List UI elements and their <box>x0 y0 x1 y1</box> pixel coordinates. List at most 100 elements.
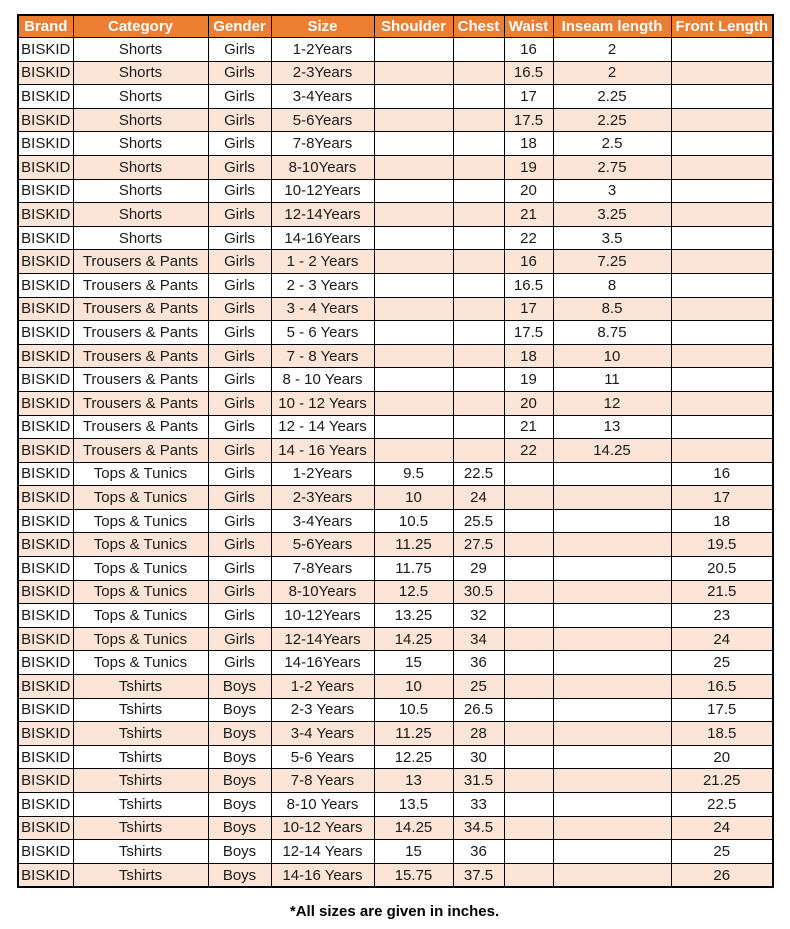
cell-brand: BISKID <box>17 768 74 793</box>
cell-front-length <box>670 343 774 369</box>
cell-gender: Girls <box>207 272 272 298</box>
cell-front-length: 23 <box>670 603 774 628</box>
cell-waist: 18 <box>503 131 554 156</box>
cell-shoulder: 13.5 <box>373 792 454 817</box>
cell-category: Trousers & Pants <box>72 249 209 274</box>
table-row: BISKID Tops & Tunics Girls 14-16Years 15 36 25 <box>17 650 774 676</box>
cell-category: Tops & Tunics <box>72 626 209 652</box>
table-row: BISKID Shorts Girls 5-6Years 17.5 2.25 <box>17 107 774 133</box>
cell-chest <box>452 438 505 463</box>
table-row: BISKID Shorts Girls 7-8Years 18 2.5 <box>17 131 774 156</box>
cell-chest <box>452 343 505 369</box>
cell-category: Shorts <box>72 37 209 62</box>
table-row: BISKID Trousers & Pants Girls 14 - 16 Years… <box>17 438 774 463</box>
cell-brand: BISKID <box>17 438 74 463</box>
cell-chest: 37.5 <box>452 862 505 888</box>
cell-size: 14-16Years <box>270 225 375 251</box>
cell-brand: BISKID <box>17 107 74 133</box>
column-header-size: Size <box>270 14 375 38</box>
cell-brand: BISKID <box>17 178 74 204</box>
cell-gender: Girls <box>207 154 272 180</box>
cell-category: Tops & Tunics <box>72 650 209 676</box>
cell-waist: 20 <box>503 178 554 204</box>
cell-shoulder: 9.5 <box>373 461 454 487</box>
cell-size: 5-6 Years <box>270 744 375 770</box>
cell-inseam-length <box>552 603 672 628</box>
cell-inseam-length <box>552 815 672 841</box>
table-row: BISKID Trousers & Pants Girls 10 - 12 Years… <box>17 390 774 416</box>
cell-size: 12-14Years <box>270 626 375 652</box>
cell-front-length: 24 <box>670 626 774 652</box>
table-row: BISKID Tops & Tunics Girls 8-10Years 12.5 30.… <box>17 579 774 605</box>
cell-front-length <box>670 249 774 274</box>
cell-shoulder: 11.75 <box>373 556 454 581</box>
cell-size: 7 - 8 Years <box>270 343 375 369</box>
cell-brand: BISKID <box>17 202 74 227</box>
cell-size: 2-3Years <box>270 485 375 510</box>
cell-brand: BISKID <box>17 603 74 628</box>
cell-shoulder: 10 <box>373 674 454 699</box>
table-row: BISKID Tops & Tunics Girls 2-3Years 10 24 17 <box>17 485 774 510</box>
cell-waist <box>503 485 554 510</box>
cell-brand: BISKID <box>17 84 74 109</box>
cell-front-length: 18 <box>670 508 774 534</box>
column-header-front-length: Front Length <box>670 14 774 38</box>
cell-waist: 17.5 <box>503 107 554 133</box>
cell-waist <box>503 626 554 652</box>
cell-category: Shorts <box>72 60 209 86</box>
cell-gender: Girls <box>207 178 272 204</box>
cell-inseam-length <box>552 461 672 487</box>
cell-chest: 25.5 <box>452 508 505 534</box>
cell-chest: 33 <box>452 792 505 817</box>
cell-waist: 20 <box>503 390 554 416</box>
cell-category: Trousers & Pants <box>72 367 209 392</box>
cell-gender: Girls <box>207 296 272 322</box>
cell-gender: Boys <box>207 674 272 699</box>
cell-size: 2-3Years <box>270 60 375 86</box>
column-header-chest: Chest <box>452 14 505 38</box>
cell-size: 5 - 6 Years <box>270 320 375 345</box>
cell-front-length <box>670 225 774 251</box>
cell-chest <box>452 178 505 204</box>
cell-inseam-length <box>552 792 672 817</box>
cell-chest: 34 <box>452 626 505 652</box>
cell-gender: Boys <box>207 839 272 864</box>
cell-front-length: 21.5 <box>670 579 774 605</box>
cell-front-length <box>670 438 774 463</box>
cell-size: 12-14Years <box>270 202 375 227</box>
table-row: BISKID Tshirts Boys 3-4 Years 11.25 28 18.5 <box>17 721 774 746</box>
cell-brand: BISKID <box>17 508 74 534</box>
cell-front-length: 25 <box>670 650 774 676</box>
cell-size: 5-6Years <box>270 532 375 558</box>
cell-gender: Boys <box>207 721 272 746</box>
cell-brand: BISKID <box>17 225 74 251</box>
cell-gender: Girls <box>207 650 272 676</box>
cell-inseam-length: 10 <box>552 343 672 369</box>
cell-brand: BISKID <box>17 556 74 581</box>
cell-gender: Boys <box>207 768 272 793</box>
cell-chest: 22.5 <box>452 461 505 487</box>
table-row: BISKID Tshirts Boys 12-14 Years 15 36 25 <box>17 839 774 864</box>
table-row: BISKID Shorts Girls 8-10Years 19 2.75 <box>17 154 774 180</box>
cell-shoulder <box>373 202 454 227</box>
column-header-waist: Waist <box>503 14 554 38</box>
table-row: BISKID Tshirts Boys 10-12 Years 14.25 34.5 24 <box>17 815 774 841</box>
cell-gender: Boys <box>207 815 272 841</box>
cell-waist <box>503 650 554 676</box>
cell-brand: BISKID <box>17 792 74 817</box>
cell-gender: Girls <box>207 556 272 581</box>
cell-brand: BISKID <box>17 697 74 723</box>
cell-front-length <box>670 296 774 322</box>
cell-waist <box>503 674 554 699</box>
cell-waist: 16.5 <box>503 272 554 298</box>
cell-waist <box>503 461 554 487</box>
cell-shoulder: 10.5 <box>373 508 454 534</box>
cell-brand: BISKID <box>17 37 74 62</box>
cell-shoulder <box>373 414 454 440</box>
cell-category: Trousers & Pants <box>72 320 209 345</box>
cell-size: 14 - 16 Years <box>270 438 375 463</box>
table-row: BISKID Trousers & Pants Girls 7 - 8 Years 18… <box>17 343 774 369</box>
cell-front-length <box>670 60 774 86</box>
cell-waist: 19 <box>503 154 554 180</box>
cell-category: Tshirts <box>72 744 209 770</box>
